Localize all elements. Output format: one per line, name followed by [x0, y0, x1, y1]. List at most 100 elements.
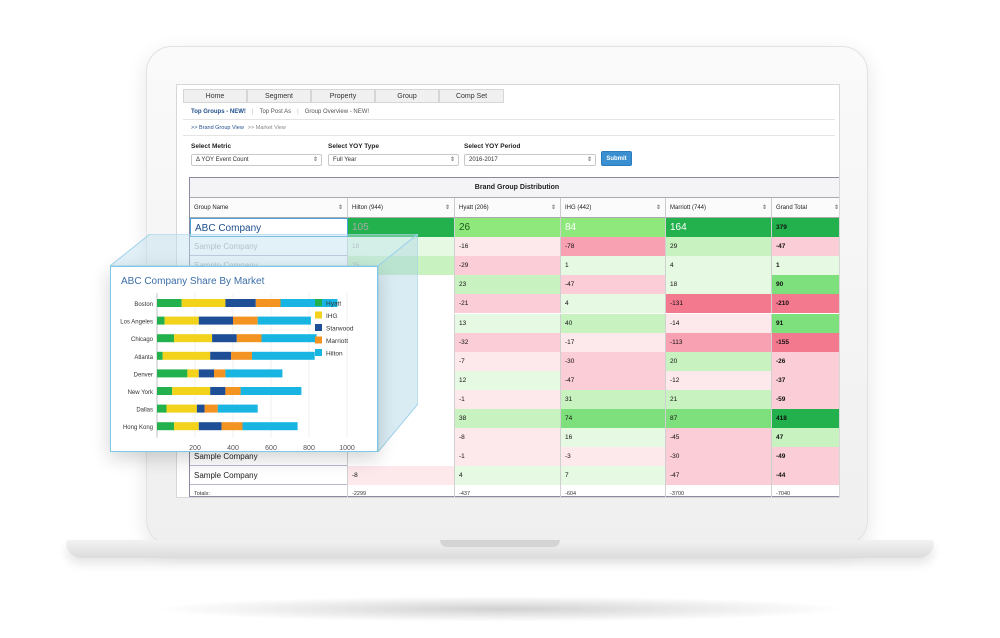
- value-cell: 87: [666, 409, 772, 428]
- value-cell: -1: [455, 389, 561, 409]
- column-header[interactable]: Group Name ⇕: [190, 198, 348, 218]
- subnav-divider: |: [251, 109, 254, 115]
- table-row[interactable]: Sample Company -1 -3 -30 -49: [190, 447, 839, 467]
- yoy-period-select[interactable]: 2016-2017 ⇕: [464, 154, 596, 166]
- bar-segment: [240, 387, 302, 395]
- value-cell: 90: [772, 275, 839, 295]
- legend-label: Starwood: [326, 326, 354, 333]
- breadcrumb-market-view[interactable]: >> Market View: [247, 125, 286, 131]
- value-cell: 1: [772, 256, 839, 276]
- value-cell: -47: [772, 237, 839, 257]
- tab-home[interactable]: Home: [183, 89, 247, 103]
- sort-icon[interactable]: ⇕: [655, 205, 661, 211]
- subtab-top-groups[interactable]: Top Groups - NEW!: [191, 109, 246, 115]
- table-row[interactable]: Sample Company -8 4 7 -47 -44: [190, 466, 839, 486]
- value-cell: 1: [561, 256, 666, 276]
- value-cell: 74: [561, 409, 666, 428]
- yoy-period-label: Select YOY Period: [464, 143, 521, 150]
- value-cell: -1: [455, 447, 561, 467]
- main-nav: Home Segment Property Group Comp Set: [177, 89, 839, 103]
- value-cell: 13: [455, 313, 561, 333]
- group-name-cell[interactable]: Sample Company: [190, 466, 348, 486]
- column-header[interactable]: Hilton (944) ⇕: [348, 198, 455, 218]
- table-row[interactable]: 23 -47 18 90: [190, 275, 839, 295]
- value-cell: 12: [455, 370, 561, 390]
- market-share-chart: 200 400 600 800 1000 Boston Los Angeles Chicago…: [120, 293, 355, 452]
- bar-segment: [174, 422, 199, 431]
- total-value: -2299: [348, 485, 455, 497]
- value-cell: 4: [561, 294, 666, 314]
- bar-segment: [198, 422, 222, 431]
- group-name-cell[interactable]: ABC Company: [190, 218, 348, 237]
- value-cell: -29: [455, 256, 561, 276]
- table-row[interactable]: 38 74 87 418: [190, 409, 839, 428]
- bar-segment: [162, 351, 211, 360]
- column-header[interactable]: Grand Total ⇕: [772, 198, 839, 218]
- bar-segment: [187, 369, 199, 378]
- group-name-cell[interactable]: Sample Company: [190, 237, 348, 257]
- sort-icon[interactable]: ⇕: [550, 205, 556, 211]
- tab-group[interactable]: Group: [375, 89, 439, 103]
- bar-segment: [231, 351, 252, 360]
- yoy-type-select[interactable]: Full Year ⇕: [328, 154, 459, 166]
- bar-segment: [166, 404, 197, 413]
- metric-select-value: Δ YOY Event Count: [196, 157, 249, 163]
- bar-segment: [214, 369, 226, 378]
- value-cell: 418: [772, 409, 839, 428]
- bar-segment: [157, 351, 163, 360]
- table-row[interactable]: ABC Company 105 26 84 164 379: [190, 218, 839, 237]
- bar-segment: [252, 351, 315, 360]
- group-name-cell[interactable]: Sample Company: [190, 447, 348, 467]
- category-label: New York: [128, 390, 154, 396]
- column-header-label: Group Name: [194, 205, 229, 211]
- bar-segment: [198, 369, 214, 378]
- submit-button[interactable]: Submit: [601, 151, 632, 166]
- table-row[interactable]: Sample Company 18 -16 -78 29 -47: [190, 237, 839, 257]
- value-cell: 4: [455, 466, 561, 486]
- value-cell: 23: [455, 275, 561, 295]
- total-value: -3700: [666, 485, 772, 497]
- bar-segment: [174, 334, 213, 343]
- market-share-card: ABC Company Share By Market 200 400 600 800…: [110, 266, 378, 452]
- sort-icon[interactable]: ⇕: [761, 205, 767, 211]
- column-header[interactable]: Marriott (744) ⇕: [666, 198, 772, 218]
- legend-swatch: [315, 311, 322, 319]
- value-cell: -30: [666, 447, 772, 467]
- breadcrumb-brand-group-view[interactable]: >> Brand Group View: [191, 125, 244, 131]
- value-cell: 47: [772, 428, 839, 448]
- value-cell: -8: [348, 466, 455, 486]
- subtab-top-post-as[interactable]: Top Post As: [259, 109, 292, 115]
- bar-segment: [198, 316, 233, 325]
- yoy-period-select-value: 2016-2017: [469, 157, 498, 163]
- bar-segment: [217, 404, 258, 413]
- value-cell: -113: [666, 332, 772, 352]
- category-label: Denver: [134, 372, 153, 378]
- tab-comp-set[interactable]: Comp Set: [439, 89, 504, 103]
- tab-segment[interactable]: Segment: [247, 89, 311, 103]
- sort-icon[interactable]: ⇕: [337, 205, 343, 211]
- subtab-group-overview[interactable]: Group Overview - NEW!: [304, 109, 370, 115]
- value-cell: 21: [666, 389, 772, 409]
- tab-property[interactable]: Property: [311, 89, 375, 103]
- bar-segment: [181, 299, 226, 307]
- value-cell: 18: [666, 275, 772, 295]
- value-cell: 31: [561, 389, 666, 409]
- sort-icon[interactable]: ⇕: [444, 205, 450, 211]
- sort-icon[interactable]: ⇕: [833, 205, 839, 211]
- legend-swatch: [315, 324, 322, 331]
- column-header[interactable]: IHG (442) ⇕: [561, 198, 666, 218]
- category-label: Atlanta: [134, 355, 153, 361]
- subnav-divider: |: [297, 109, 299, 115]
- total-value: -604: [561, 485, 666, 497]
- value-cell: 379: [772, 218, 839, 237]
- card-title: ABC Company Share By Market: [121, 276, 265, 287]
- value-cell: -47: [666, 466, 772, 486]
- value-cell: 4: [666, 256, 772, 276]
- value-cell: -8: [455, 428, 561, 448]
- metric-select[interactable]: Δ YOY Event Count ⇕: [191, 154, 322, 166]
- legend-swatch: [315, 299, 322, 306]
- column-header[interactable]: Hyatt (206) ⇕: [455, 198, 561, 218]
- table-title: Brand Group Distribution: [190, 178, 839, 198]
- x-tick-label: 1000: [339, 445, 355, 452]
